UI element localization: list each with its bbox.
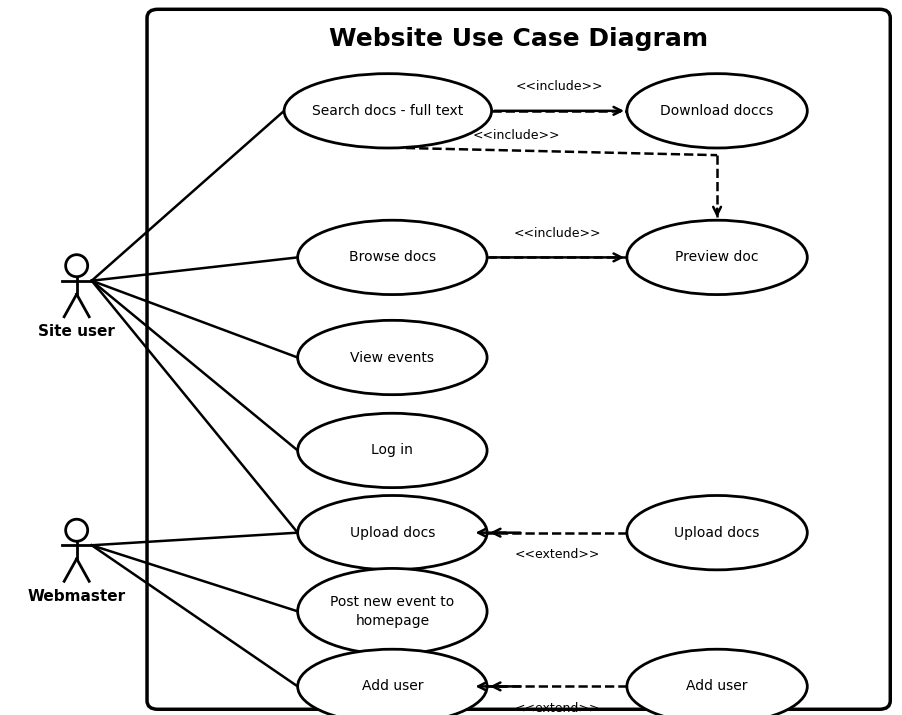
Text: <<include>>: <<include>> [473,129,560,142]
Ellipse shape [627,74,807,148]
Ellipse shape [298,220,487,295]
Ellipse shape [627,649,807,715]
Ellipse shape [298,649,487,715]
Ellipse shape [298,568,487,654]
Ellipse shape [66,519,87,541]
Text: Site user: Site user [38,325,115,339]
Text: Add user: Add user [686,679,748,694]
Text: Search docs - full text: Search docs - full text [312,104,464,118]
Ellipse shape [298,413,487,488]
Text: <<extend>>: <<extend>> [514,548,600,561]
Text: Upload docs: Upload docs [675,526,759,540]
Text: Upload docs: Upload docs [350,526,435,540]
Text: <<extend>>: <<extend>> [514,702,600,715]
Ellipse shape [627,220,807,295]
Ellipse shape [284,74,492,148]
Text: Log in: Log in [372,443,413,458]
Text: Website Use Case Diagram: Website Use Case Diagram [329,27,708,51]
Ellipse shape [66,255,87,277]
Text: Download doccs: Download doccs [660,104,774,118]
Ellipse shape [627,495,807,570]
Text: <<include>>: <<include>> [515,80,603,93]
Text: <<include>>: <<include>> [513,227,601,240]
Ellipse shape [298,495,487,570]
Text: Add user: Add user [362,679,423,694]
Text: Browse docs: Browse docs [349,250,436,265]
Ellipse shape [298,320,487,395]
Text: Post new event to
homepage: Post new event to homepage [330,595,455,628]
Text: View events: View events [350,350,435,365]
FancyBboxPatch shape [147,9,890,709]
Text: Webmaster: Webmaster [28,589,125,603]
Text: Preview doc: Preview doc [676,250,759,265]
